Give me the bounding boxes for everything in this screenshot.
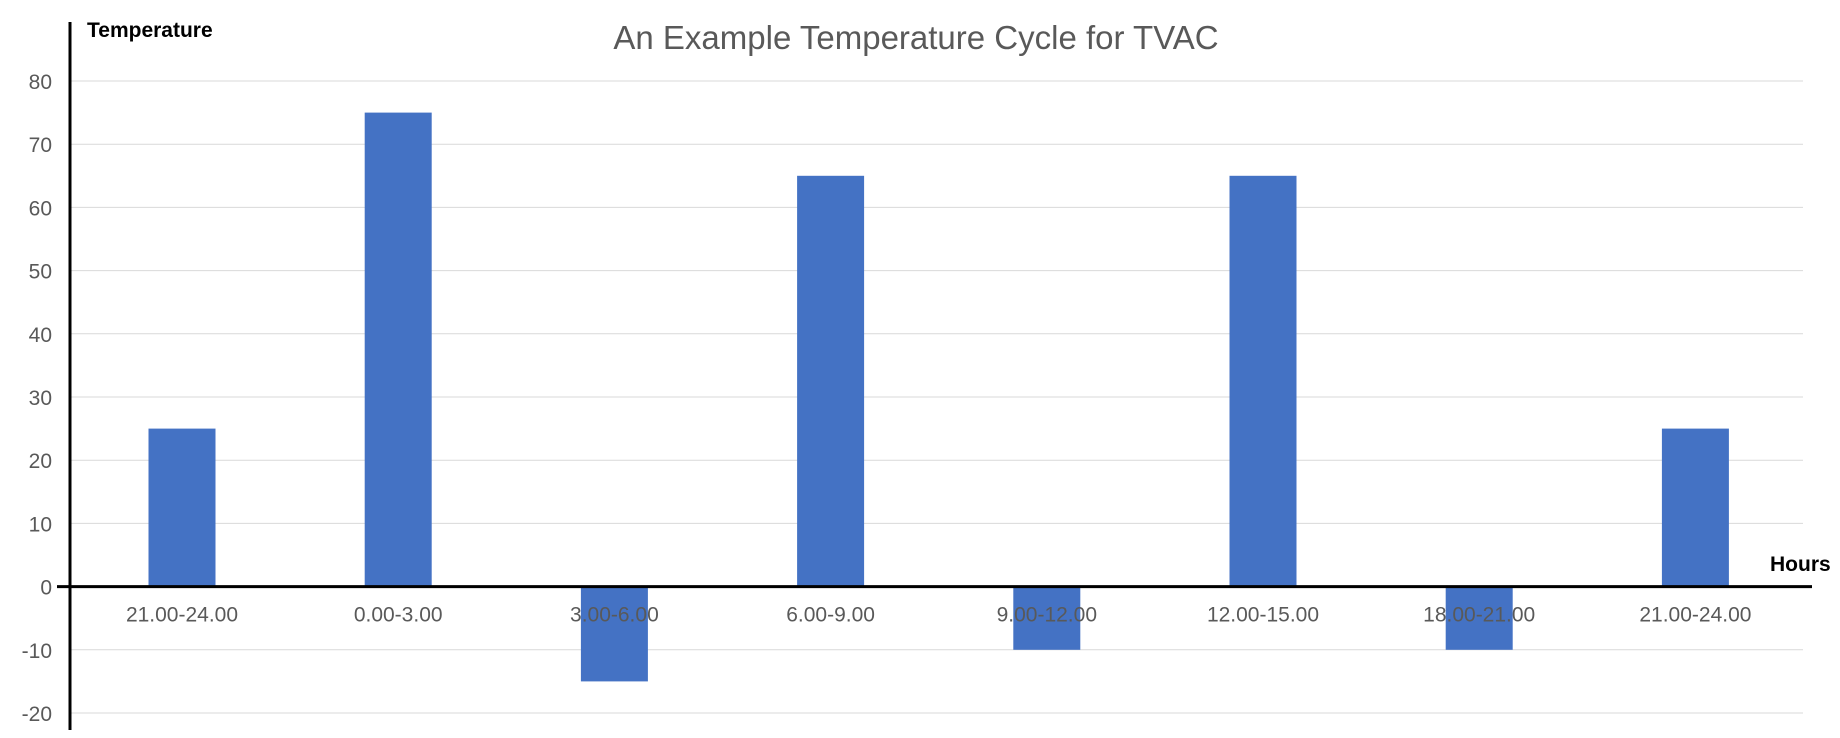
y-tick-label: 80: [29, 71, 52, 94]
y-tick-label: -10: [22, 640, 52, 663]
y-tick-labels: -20 -10 0 10 20 30 40 50 60 70 80: [22, 71, 52, 726]
y-tick-label: 20: [29, 450, 52, 473]
y-tick-label: 40: [29, 324, 52, 347]
y-tick-label: -20: [22, 703, 52, 726]
x-tick-label: 21.00-24.00: [1639, 604, 1751, 627]
bars: [148, 112, 1729, 682]
y-tick-label: 70: [29, 134, 52, 157]
gridlines: [70, 80, 1803, 714]
y-tick-label: 30: [29, 387, 52, 410]
chart-title: An Example Temperature Cycle for TVAC: [613, 19, 1218, 56]
x-tick-label: 6.00-9.00: [786, 604, 875, 627]
y-tick-label: 0: [40, 577, 52, 600]
bar: [797, 175, 865, 587]
axes: [57, 22, 1812, 730]
y-tick-label: 60: [29, 197, 52, 220]
x-axis-title: Hours: [1770, 553, 1831, 576]
bar: [1013, 586, 1081, 650]
bar: [1445, 586, 1513, 650]
bar: [1661, 428, 1729, 587]
x-tick-label: 18.00-21.00: [1423, 604, 1535, 627]
bar: [148, 428, 216, 587]
y-axis-title: Temperature: [87, 19, 213, 42]
y-tick-label: 50: [29, 261, 52, 284]
x-tick-label: 0.00-3.00: [354, 604, 443, 627]
x-tick-label: 12.00-15.00: [1207, 604, 1319, 627]
bar: [580, 586, 648, 682]
x-tick-label: 3.00-6.00: [570, 604, 659, 627]
y-tick-label: 10: [29, 513, 52, 536]
x-tick-labels: 21.00-24.00 0.00-3.00 3.00-6.00 6.00-9.00 9.…: [126, 604, 1752, 627]
bar: [1229, 175, 1297, 587]
x-tick-label: 21.00-24.00: [126, 604, 238, 627]
x-tick-label: 9.00-12.00: [997, 604, 1097, 627]
bar: [364, 112, 432, 587]
